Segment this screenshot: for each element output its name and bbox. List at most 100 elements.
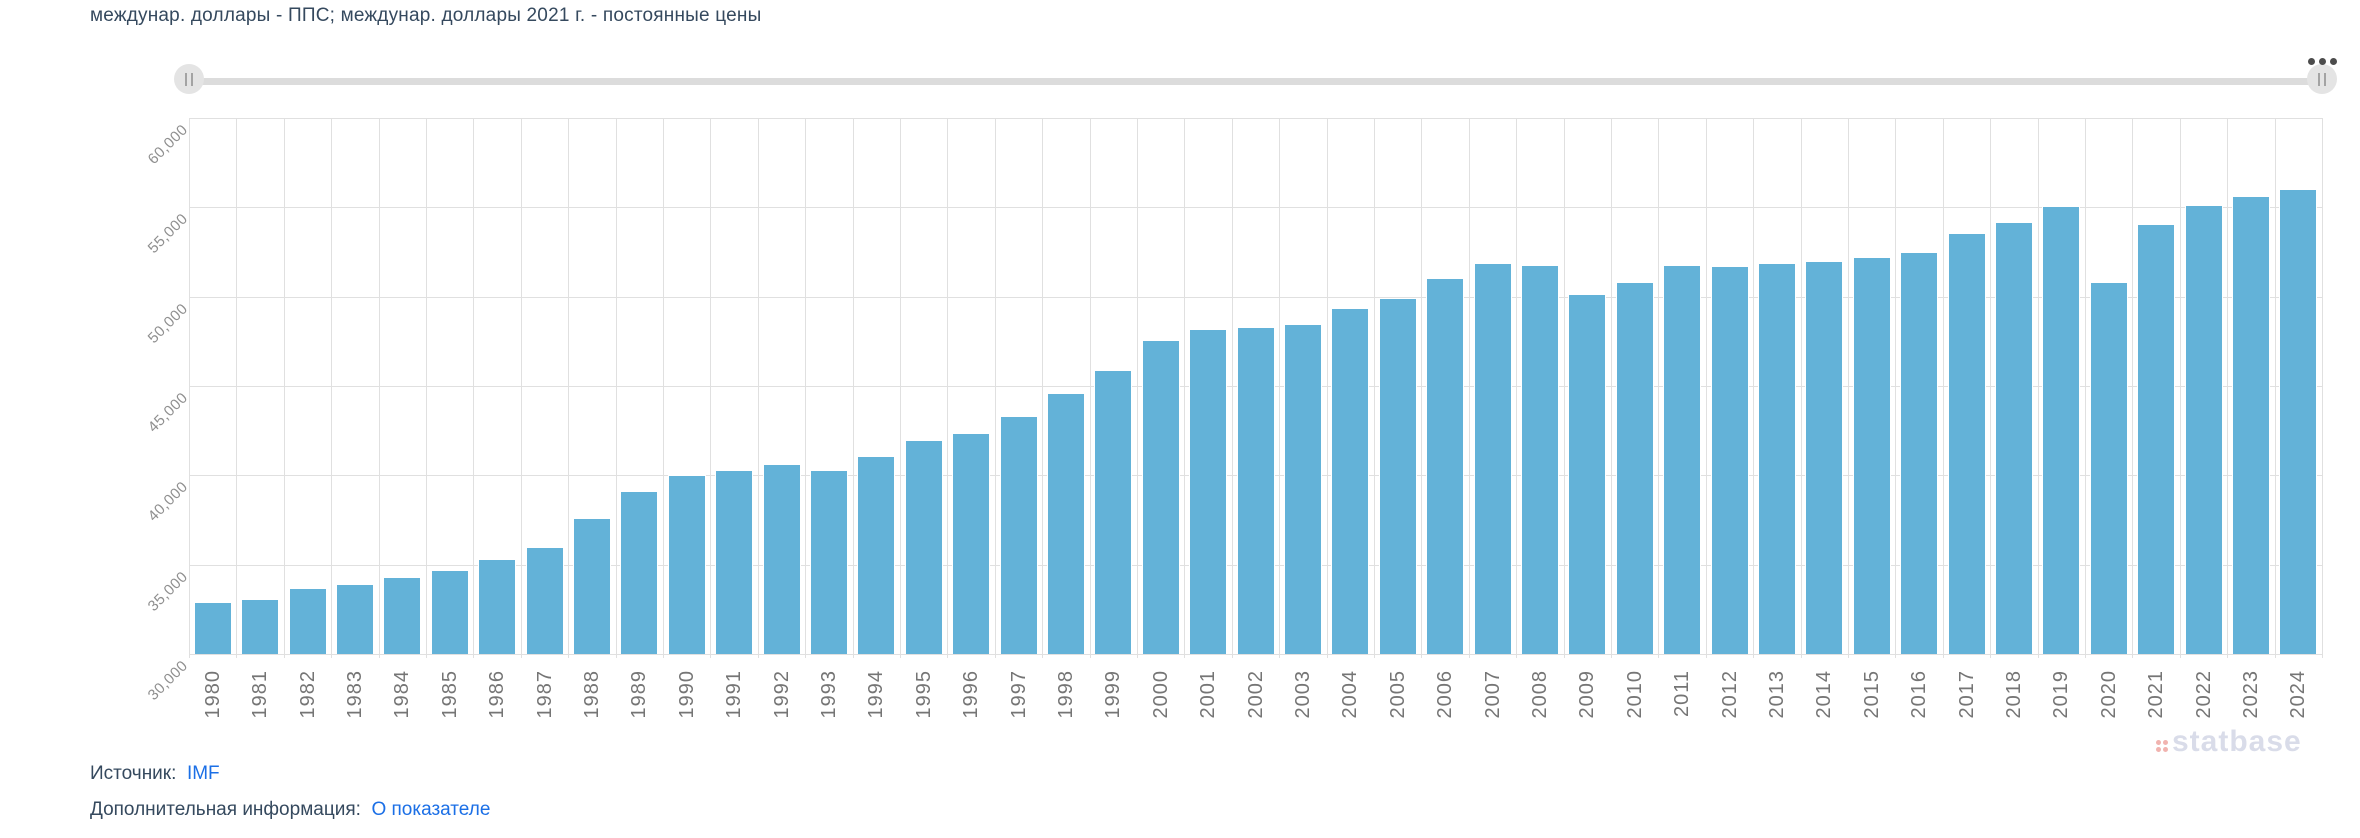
gridline-horizontal [189, 296, 2322, 298]
bar-2007[interactable] [1473, 262, 1512, 654]
bar-1984[interactable] [383, 577, 422, 654]
bar-1985[interactable] [430, 570, 469, 654]
bar-2018[interactable] [1994, 221, 2033, 654]
gridline-vertical [852, 118, 854, 658]
x-axis-tick-label-2000: 2000 [1149, 670, 1172, 719]
range-slider-track[interactable] [189, 78, 2322, 85]
y-axis-tick-label: 60,000 [144, 121, 192, 168]
bar-2000[interactable] [1141, 339, 1180, 654]
bar-2004[interactable] [1331, 308, 1370, 654]
source-link[interactable]: IMF [186, 763, 220, 784]
bar-1990[interactable] [667, 475, 706, 654]
range-slider-left-handle[interactable] [174, 64, 204, 94]
bar-1997[interactable] [999, 416, 1038, 654]
x-axis-tick-label-2021: 2021 [2145, 670, 2168, 719]
x-axis-tick-label-1991: 1991 [723, 670, 746, 719]
bar-2003[interactable] [1283, 323, 1322, 654]
bar-1989[interactable] [620, 491, 659, 654]
bar-2017[interactable] [1947, 233, 1986, 654]
context-menu-button[interactable] [2308, 58, 2337, 65]
bar-1999[interactable] [1094, 369, 1133, 654]
x-axis-tick-label-1988: 1988 [580, 670, 603, 719]
bar-2012[interactable] [1710, 266, 1749, 654]
bar-1981[interactable] [241, 598, 280, 654]
bar-1980[interactable] [193, 602, 232, 654]
gridline-vertical [426, 118, 427, 658]
x-axis-tick-label-2016: 2016 [1908, 670, 1931, 719]
gridline-vertical [1563, 118, 1565, 658]
y-axis-tick-label: 55,000 [144, 210, 192, 258]
bar-2024[interactable] [2279, 188, 2318, 654]
bar-1993[interactable] [809, 470, 848, 654]
bar-2009[interactable] [1568, 294, 1607, 654]
bar-1996[interactable] [952, 432, 991, 654]
y-axis-tick-label: 45,000 [144, 389, 192, 436]
gridline-vertical [473, 118, 475, 658]
source-line: Источник: IMF [90, 763, 220, 785]
bar-2015[interactable] [1852, 256, 1891, 654]
x-axis-tick-label-2002: 2002 [1244, 670, 1267, 719]
bar-2002[interactable] [1236, 327, 1275, 654]
x-axis-tick-label-1985: 1985 [438, 670, 461, 719]
x-axis-tick-label-1984: 1984 [391, 670, 414, 719]
x-axis-tick-label-2024: 2024 [2287, 670, 2310, 719]
bar-1991[interactable] [715, 470, 754, 654]
y-axis-tick-label: 30,000 [144, 657, 192, 704]
bar-2019[interactable] [2042, 205, 2081, 654]
x-axis-tick-label-1990: 1990 [675, 670, 698, 719]
bar-2023[interactable] [2231, 195, 2270, 654]
gridline-vertical [1042, 118, 1044, 658]
bar-2011[interactable] [1663, 264, 1702, 654]
gridline-vertical [994, 118, 996, 658]
bar-2010[interactable] [1615, 282, 1654, 654]
bar-1982[interactable] [288, 587, 327, 654]
gridline-vertical [1942, 118, 1944, 658]
x-axis-tick-label-2005: 2005 [1386, 670, 1409, 719]
statbase-watermark: statbase [2156, 727, 2302, 757]
bar-1986[interactable] [478, 559, 517, 654]
gridline-horizontal [189, 654, 2322, 655]
x-axis-tick-label-1982: 1982 [296, 670, 319, 719]
gridline-vertical [2227, 118, 2229, 658]
x-axis-tick-label-2012: 2012 [1718, 670, 1741, 719]
bar-2005[interactable] [1378, 297, 1417, 654]
x-axis-tick-label-2009: 2009 [1576, 670, 1599, 719]
gridline-vertical [663, 118, 664, 658]
x-axis-tick-label-1983: 1983 [343, 670, 366, 719]
bar-1992[interactable] [762, 463, 801, 654]
gridline-vertical [947, 118, 949, 658]
x-axis-tick-label-2006: 2006 [1434, 670, 1457, 719]
y-axis-tick-label: 40,000 [144, 478, 192, 526]
bar-2014[interactable] [1805, 260, 1844, 654]
gridline-vertical [1516, 118, 1518, 658]
indicator-info-link[interactable]: О показателе [371, 799, 491, 820]
gridline-vertical [615, 118, 617, 658]
x-axis-tick-label-2014: 2014 [1813, 670, 1836, 719]
x-axis-tick-label-2010: 2010 [1623, 670, 1646, 719]
bar-1994[interactable] [857, 455, 896, 654]
bar-1988[interactable] [572, 518, 611, 654]
gridline-vertical [1184, 118, 1186, 658]
bar-2022[interactable] [2184, 204, 2223, 654]
dot-icon [2308, 58, 2315, 65]
bar-2006[interactable] [1426, 277, 1465, 654]
bar-2016[interactable] [1900, 252, 1939, 654]
bar-2008[interactable] [1520, 264, 1559, 654]
range-slider-right-handle[interactable] [2307, 64, 2337, 94]
y-axis-tick-label: 35,000 [144, 567, 192, 615]
bar-1995[interactable] [904, 439, 943, 654]
x-axis-tick-label-1981: 1981 [249, 670, 272, 719]
x-axis-tick-label-1989: 1989 [628, 670, 651, 719]
bar-2021[interactable] [2137, 224, 2176, 654]
bar-2013[interactable] [1757, 262, 1796, 654]
bar-2020[interactable] [2089, 282, 2128, 654]
bar-1983[interactable] [335, 584, 374, 654]
bar-1998[interactable] [1046, 393, 1085, 654]
gridline-vertical [1421, 118, 1423, 658]
x-axis-tick-label-2011: 2011 [1671, 670, 1694, 718]
gridline-vertical [805, 118, 807, 658]
x-axis-tick-label-1999: 1999 [1102, 670, 1125, 719]
bar-1987[interactable] [525, 546, 564, 654]
bar-2001[interactable] [1189, 328, 1228, 654]
x-axis-tick-label-2004: 2004 [1339, 670, 1362, 719]
